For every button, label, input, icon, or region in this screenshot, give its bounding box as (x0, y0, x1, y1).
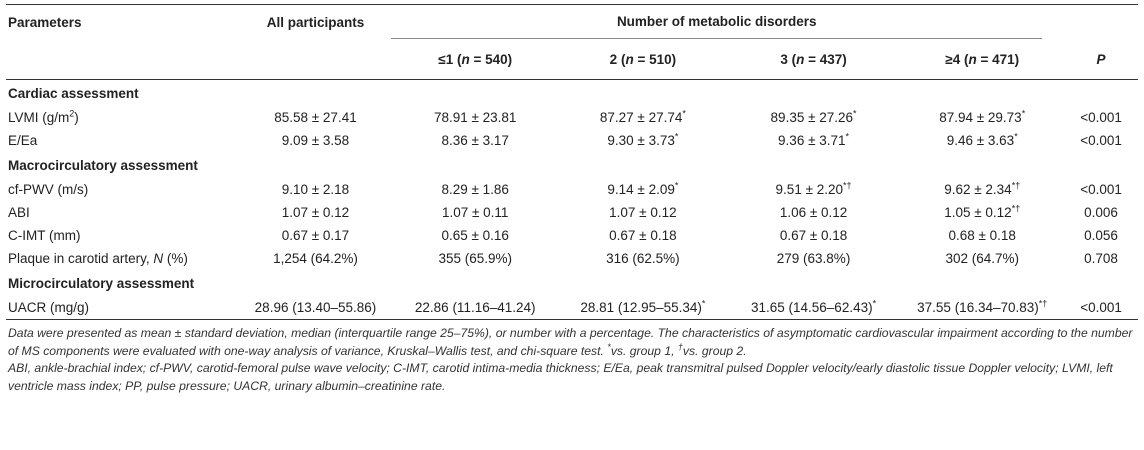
cell-g1: 78.91 ± 23.81 (433, 110, 517, 125)
header-group-3: 3 (n = 437) (726, 39, 901, 80)
row-label: LVMI (g/m2) (8, 108, 79, 125)
metabolic-disorders-table: Parameters All participants Number of me… (6, 4, 1138, 320)
cell-g2: 28.81 (12.95–55.34)* (559, 296, 727, 320)
table-row: LVMI (g/m2) 85.58 ± 27.41 78.91 ± 23.81 … (6, 106, 1138, 129)
cell-g2: 0.67 ± 0.18 (609, 228, 677, 243)
header-group-title: Number of metabolic disorders (391, 4, 1065, 39)
header-row-1: Parameters All participants Number of me… (6, 4, 1138, 39)
header-group-1: ≤1 (n = 540) (391, 39, 560, 80)
row-label: UACR (mg/g) (6, 296, 240, 320)
cell-all: 1.07 ± 0.12 (281, 205, 350, 220)
cell-p: 0.708 (1084, 251, 1118, 266)
cell-all: 9.09 ± 3.58 (281, 133, 350, 148)
cell-p: 0.006 (1084, 205, 1118, 220)
cell-p: <0.001 (1064, 296, 1138, 320)
row-label: cf-PWV (m/s) (8, 182, 89, 197)
cell-p: <0.001 (1080, 182, 1122, 197)
table-row: E/Ea 9.09 ± 3.58 8.36 ± 3.17 9.30 ± 3.73… (6, 129, 1138, 152)
cell-g4: 0.68 ± 0.18 (948, 228, 1016, 243)
header-group-4: ≥4 (n = 471) (900, 39, 1065, 80)
section-row: Macrocirculatory assessment (6, 152, 1138, 178)
cell-all: 9.10 ± 2.18 (281, 182, 350, 197)
footnote-methods: Data were presented as mean ± standard d… (8, 326, 1133, 358)
cell-g2: 9.30 ± 3.73* (607, 131, 679, 148)
table-row: cf-PWV (m/s) 9.10 ± 2.18 8.29 ± 1.86 9.1… (6, 178, 1138, 201)
cell-g3: 0.67 ± 0.18 (779, 228, 848, 243)
row-label: Plaque in carotid artery, N (%) (8, 251, 188, 266)
cell-g3: 89.35 ± 27.26* (770, 108, 857, 125)
group-title-text: Number of metabolic disorders (391, 5, 1043, 39)
cell-g3: 9.36 ± 3.71* (778, 131, 850, 148)
row-label: E/Ea (8, 133, 38, 148)
cell-g4: 302 (64.7%) (945, 251, 1019, 266)
cell-g3: 9.51 ± 2.20*† (775, 180, 852, 197)
cell-g1: 1.07 ± 0.11 (441, 205, 509, 220)
cell-g3: 31.65 (14.56–62.43)* (726, 296, 901, 320)
cell-g4: 1.05 ± 0.12*† (944, 203, 1021, 220)
section-cardiac: Cardiac assessment (8, 85, 139, 101)
header-p: P (1064, 39, 1138, 80)
row-label: ABI (8, 205, 30, 220)
cell-all: 1,254 (64.2%) (273, 251, 358, 266)
cell-g3: 279 (63.8%) (776, 251, 851, 266)
cell-g2: 9.14 ± 2.09* (607, 180, 679, 197)
header-group-2: 2 (n = 510) (559, 39, 727, 80)
cell-g2: 316 (62.5%) (606, 251, 680, 266)
table-row: UACR (mg/g) 28.96 (13.40–55.86) 22.86 (1… (6, 296, 1138, 320)
table-row: Plaque in carotid artery, N (%) 1,254 (6… (6, 247, 1138, 270)
cell-all: 28.96 (13.40–55.86) (239, 296, 392, 320)
cell-p: <0.001 (1080, 110, 1122, 125)
section-macro: Macrocirculatory assessment (8, 157, 198, 173)
cell-g1: 0.65 ± 0.16 (441, 228, 509, 243)
row-label: C-IMT (mm) (8, 228, 81, 243)
cell-g1: 355 (65.9%) (438, 251, 512, 266)
table-container: Parameters All participants Number of me… (6, 4, 1138, 395)
cell-g1: 8.36 ± 3.17 (441, 133, 509, 148)
section-row: Cardiac assessment (6, 80, 1138, 107)
cell-g4: 87.94 ± 29.73* (939, 108, 1026, 125)
cell-p: 0.056 (1084, 228, 1118, 243)
table-row: C-IMT (mm) 0.67 ± 0.17 0.65 ± 0.16 0.67 … (6, 224, 1138, 247)
cell-g2: 1.07 ± 0.12 (609, 205, 677, 220)
cell-p: <0.001 (1080, 133, 1122, 148)
cell-g1: 22.86 (11.16–41.24) (391, 296, 560, 320)
table-row: ABI 1.07 ± 0.12 1.07 ± 0.11 1.07 ± 0.12 … (6, 201, 1138, 224)
header-parameters: Parameters (6, 4, 240, 39)
cell-g4: 9.46 ± 3.63* (946, 131, 1018, 148)
cell-g2: 87.27 ± 27.74* (599, 108, 686, 125)
cell-g1: 8.29 ± 1.86 (441, 182, 509, 197)
section-row: Microcirculatory assessment (6, 270, 1138, 296)
cell-g3: 1.06 ± 0.12 (779, 205, 848, 220)
section-micro: Microcirculatory assessment (8, 275, 195, 291)
table-footnote: Data were presented as mean ± standard d… (6, 320, 1138, 395)
header-all-participants: All participants (239, 4, 392, 39)
header-row-2: ≤1 (n = 540) 2 (n = 510) 3 (n = 437) ≥4 … (6, 39, 1138, 80)
cell-g4: 37.55 (16.34–70.83)*† (900, 296, 1065, 320)
cell-all: 85.58 ± 27.41 (274, 110, 357, 125)
cell-all: 0.67 ± 0.17 (281, 228, 350, 243)
cell-g4: 9.62 ± 2.34*† (944, 180, 1021, 197)
footnote-abbreviations: ABI, ankle-brachial index; cf-PWV, carot… (8, 361, 1113, 393)
